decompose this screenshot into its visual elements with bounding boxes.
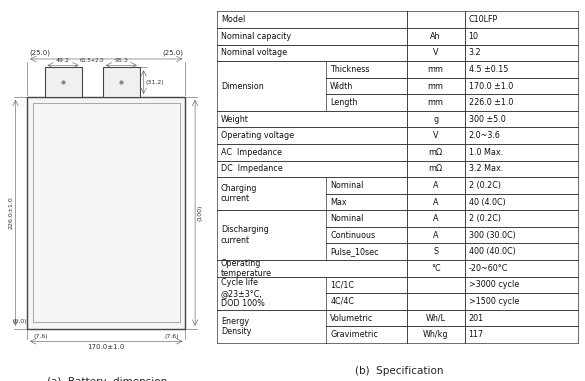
Text: Discharging
current: Discharging current bbox=[221, 226, 269, 245]
Text: mm: mm bbox=[428, 65, 443, 74]
Text: Dimension: Dimension bbox=[221, 82, 264, 91]
Text: S: S bbox=[433, 247, 438, 256]
Text: 2.0~3.6: 2.0~3.6 bbox=[469, 131, 500, 140]
Text: Continuous: Continuous bbox=[330, 231, 376, 240]
Text: mm: mm bbox=[428, 98, 443, 107]
Text: Width: Width bbox=[330, 82, 353, 91]
Text: Cycle life
@23±3°C,
DOD 100%: Cycle life @23±3°C, DOD 100% bbox=[221, 278, 265, 308]
Text: 400 (40.0C): 400 (40.0C) bbox=[469, 247, 515, 256]
Text: 61.5+2.0: 61.5+2.0 bbox=[80, 58, 105, 63]
Text: 2 (0.2C): 2 (0.2C) bbox=[469, 214, 501, 223]
Text: Wh/kg: Wh/kg bbox=[423, 330, 449, 339]
Text: 170.0±1.0: 170.0±1.0 bbox=[88, 344, 125, 351]
Bar bbox=[103, 67, 140, 97]
Text: (7.6): (7.6) bbox=[164, 334, 179, 339]
Text: Operating
temperature: Operating temperature bbox=[221, 259, 272, 278]
Text: (25.0): (25.0) bbox=[163, 49, 184, 56]
Bar bbox=[44, 67, 81, 97]
Bar bbox=[33, 103, 180, 322]
Text: g: g bbox=[433, 115, 438, 124]
Text: AC  Impedance: AC Impedance bbox=[221, 148, 282, 157]
Text: V: V bbox=[433, 48, 438, 58]
Text: Weight: Weight bbox=[221, 115, 249, 124]
Text: 201: 201 bbox=[469, 314, 484, 323]
Text: Ah: Ah bbox=[431, 32, 441, 41]
Text: 300 (30.0C): 300 (30.0C) bbox=[469, 231, 515, 240]
Text: Operating voltage: Operating voltage bbox=[221, 131, 294, 140]
Text: -20~60°C: -20~60°C bbox=[469, 264, 508, 273]
Text: Nominal voltage: Nominal voltage bbox=[221, 48, 287, 58]
Text: >1500 cycle: >1500 cycle bbox=[469, 297, 519, 306]
Text: Gravimetric: Gravimetric bbox=[330, 330, 378, 339]
Text: 4.5 ±0.15: 4.5 ±0.15 bbox=[469, 65, 508, 74]
Text: 95.3: 95.3 bbox=[115, 58, 128, 63]
Text: mΩ: mΩ bbox=[429, 148, 443, 157]
Text: C10LFP: C10LFP bbox=[469, 15, 498, 24]
Text: >3000 cycle: >3000 cycle bbox=[469, 280, 519, 290]
Text: 1.0 Max.: 1.0 Max. bbox=[469, 148, 503, 157]
Text: 226.0 ±1.0: 226.0 ±1.0 bbox=[469, 98, 513, 107]
Text: A: A bbox=[433, 181, 438, 190]
Text: Length: Length bbox=[330, 98, 357, 107]
Text: (a)  Battery  dimension: (a) Battery dimension bbox=[47, 377, 167, 381]
Text: 117: 117 bbox=[469, 330, 484, 339]
Text: Volumetric: Volumetric bbox=[330, 314, 374, 323]
Text: Wh/L: Wh/L bbox=[426, 314, 446, 323]
Text: 40 (4.0C): 40 (4.0C) bbox=[469, 197, 505, 207]
Text: V: V bbox=[433, 131, 438, 140]
Text: A: A bbox=[433, 214, 438, 223]
Text: Nominal: Nominal bbox=[330, 181, 363, 190]
Text: Pulse_10sec: Pulse_10sec bbox=[330, 247, 379, 256]
Text: Nominal: Nominal bbox=[330, 214, 363, 223]
Text: Nominal capacity: Nominal capacity bbox=[221, 32, 291, 41]
Text: (100): (100) bbox=[198, 205, 203, 221]
Text: DC  Impedance: DC Impedance bbox=[221, 164, 283, 173]
Text: 3.2 Max.: 3.2 Max. bbox=[469, 164, 503, 173]
Text: 1C/1C: 1C/1C bbox=[330, 280, 354, 290]
Text: 226.0±1.0: 226.0±1.0 bbox=[9, 196, 13, 229]
Text: Energy
Density: Energy Density bbox=[221, 317, 252, 336]
Text: A: A bbox=[433, 231, 438, 240]
Text: (b)  Specification: (b) Specification bbox=[355, 367, 443, 376]
Text: (6.0): (6.0) bbox=[12, 319, 27, 325]
Text: Charging
current: Charging current bbox=[221, 184, 257, 203]
Text: 2 (0.2C): 2 (0.2C) bbox=[469, 181, 501, 190]
Text: mΩ: mΩ bbox=[429, 164, 443, 173]
Text: 10: 10 bbox=[469, 32, 479, 41]
Text: (31.2): (31.2) bbox=[146, 80, 164, 85]
Text: Model: Model bbox=[221, 15, 245, 24]
Text: (7.6): (7.6) bbox=[33, 334, 48, 339]
Text: 3.2: 3.2 bbox=[469, 48, 481, 58]
Text: 170.0 ±1.0: 170.0 ±1.0 bbox=[469, 82, 513, 91]
Text: 4C/4C: 4C/4C bbox=[330, 297, 354, 306]
Text: Max: Max bbox=[330, 197, 347, 207]
Text: 49.2: 49.2 bbox=[56, 58, 70, 63]
Text: mm: mm bbox=[428, 82, 443, 91]
Text: A: A bbox=[433, 197, 438, 207]
Bar bbox=[27, 97, 185, 329]
Text: (25.0): (25.0) bbox=[29, 49, 50, 56]
Text: Thickness: Thickness bbox=[330, 65, 370, 74]
Text: °C: °C bbox=[431, 264, 441, 273]
Text: 300 ±5.0: 300 ±5.0 bbox=[469, 115, 505, 124]
